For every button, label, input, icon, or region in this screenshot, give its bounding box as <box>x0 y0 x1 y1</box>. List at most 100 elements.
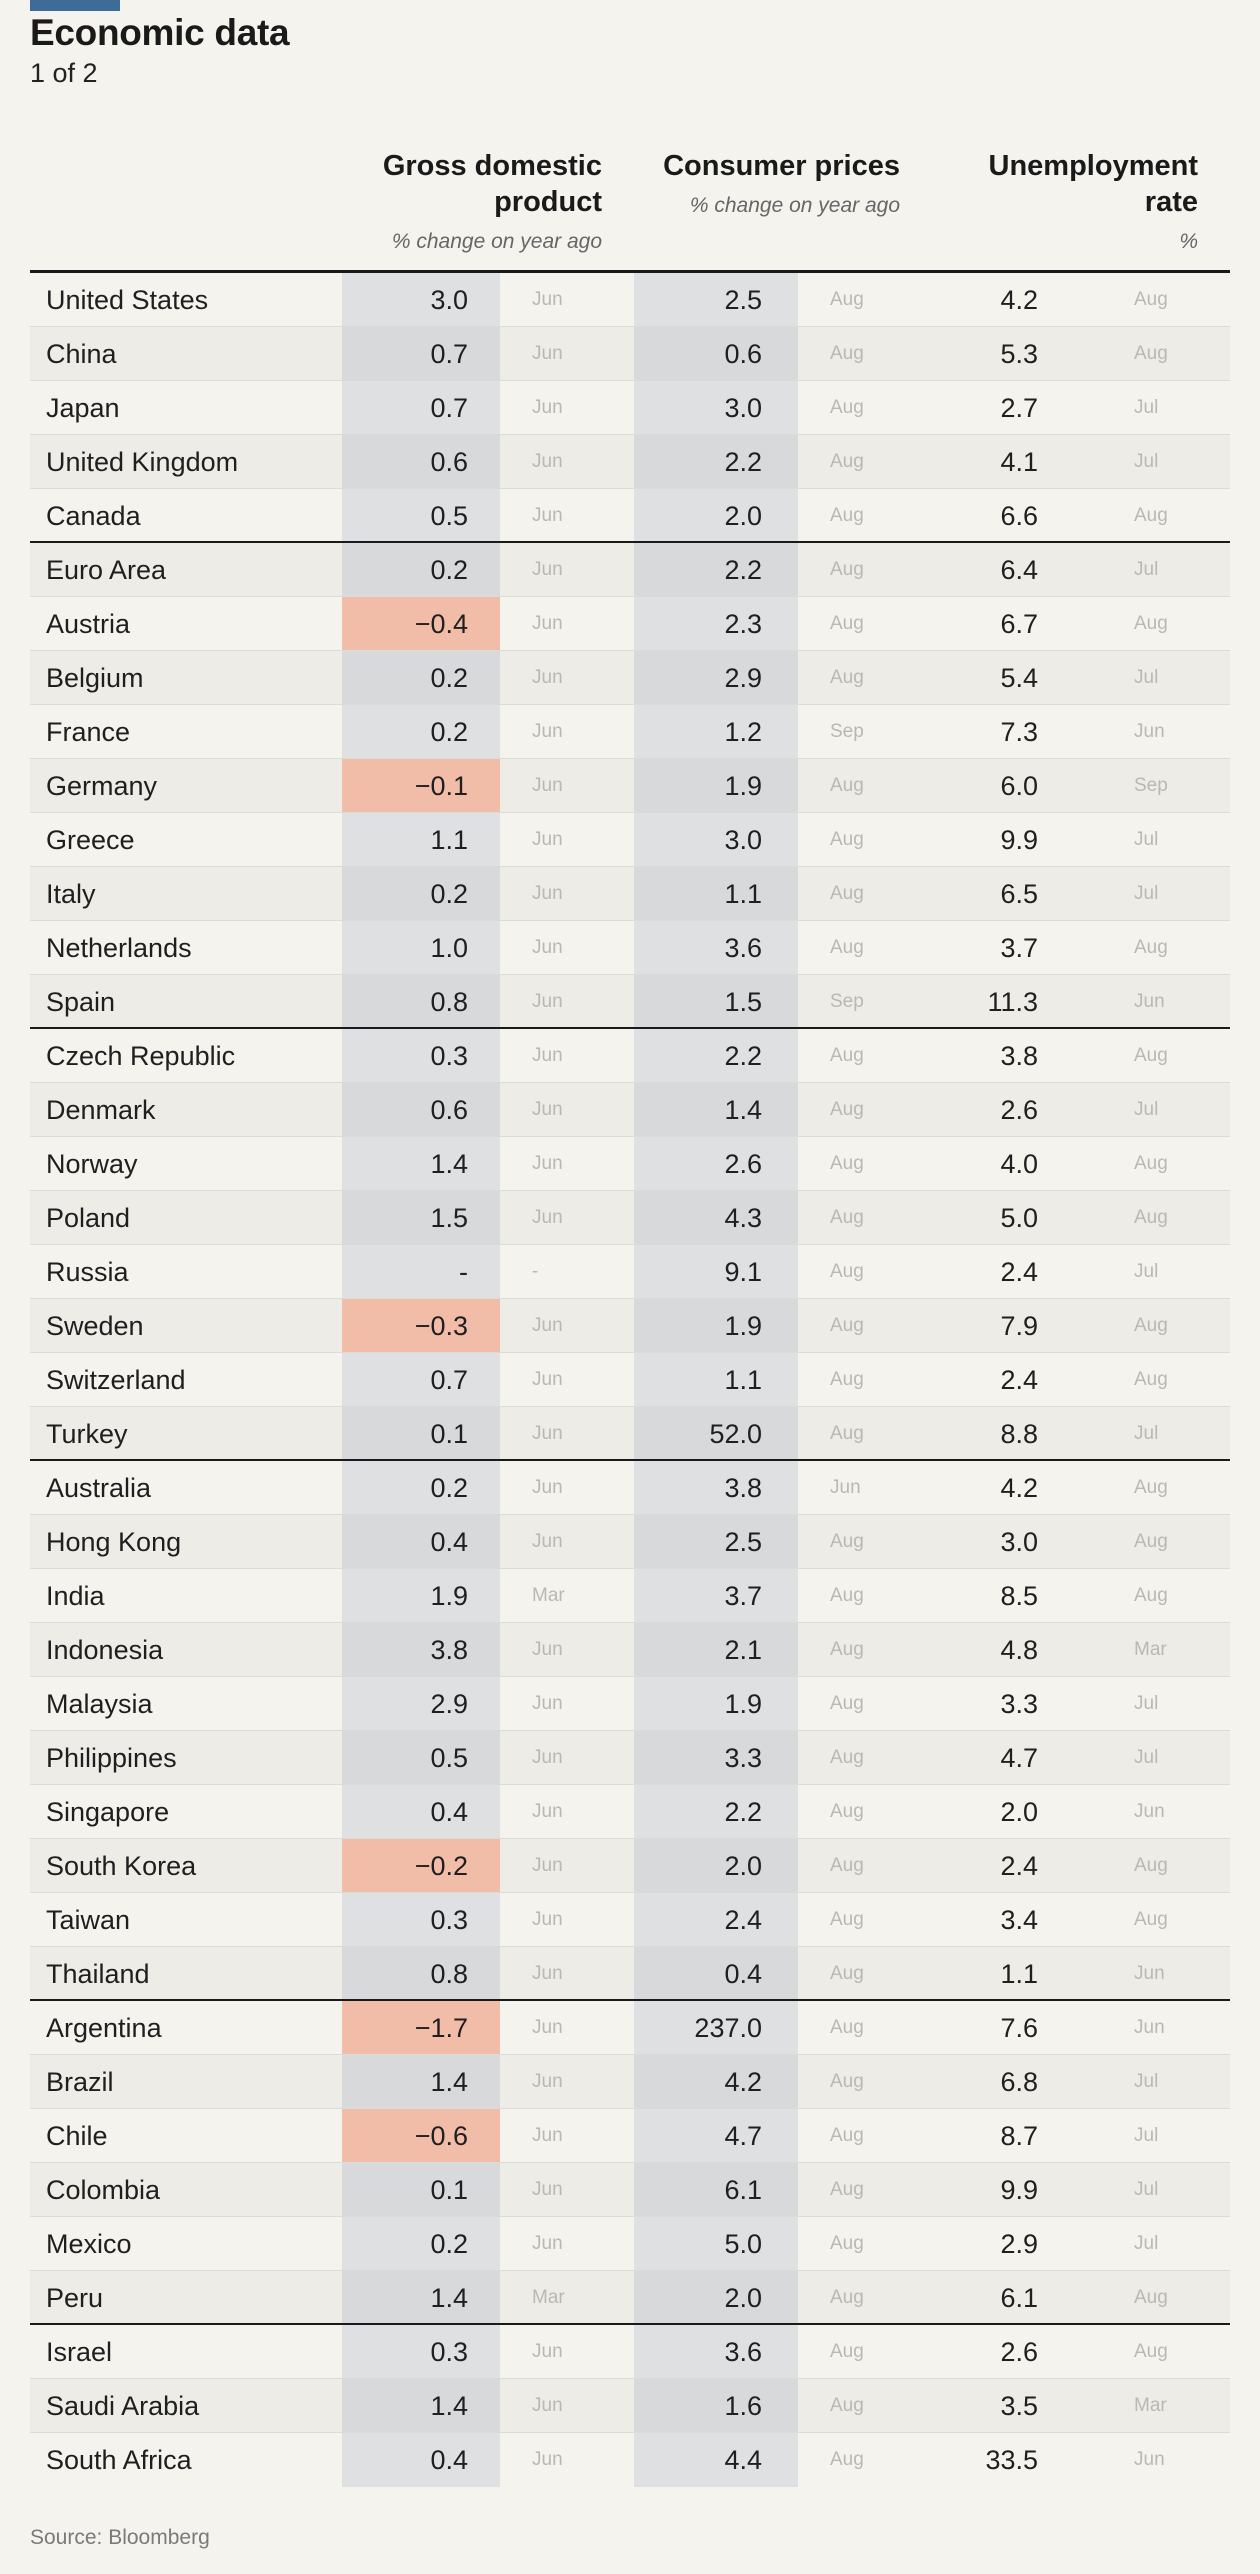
cpi-value-text: 1.1 <box>724 1365 762 1395</box>
unemployment-value-text: 2.6 <box>1000 2337 1038 2367</box>
country-name: Spain <box>46 987 116 1017</box>
table-row: Belgium 0.2 Jun 2.9 Aug 5.4 Jul <box>30 651 1230 705</box>
gdp-value-text: 0.4 <box>430 2445 468 2475</box>
country-name: Peru <box>46 2283 104 2313</box>
gdp-value-text: 1.4 <box>430 2391 468 2421</box>
cpi-value-text: 3.8 <box>724 1473 762 1503</box>
cpi-value: 2.3 <box>634 597 794 651</box>
unemployment-month: Jun <box>1134 2017 1165 2038</box>
unemployment-value: 3.8 <box>918 1029 1070 1083</box>
gdp-month: Jun <box>532 1477 563 1498</box>
unemployment-value: 1.1 <box>918 1947 1070 2001</box>
table-row: Euro Area 0.2 Jun 2.2 Aug 6.4 Jul <box>30 543 1230 597</box>
table-row: Thailand 0.8 Jun 0.4 Aug 1.1 Jun <box>30 1947 1230 2001</box>
gdp-month: Mar <box>532 1585 565 1606</box>
gdp-value: −1.7 <box>342 2001 500 2055</box>
unemployment-value-text: 7.3 <box>1000 717 1038 747</box>
cpi-value: 5.0 <box>634 2217 794 2271</box>
cpi-value: 3.7 <box>634 1569 794 1623</box>
unemployment-value: 6.4 <box>918 543 1070 597</box>
gdp-value-text: −0.4 <box>414 609 468 639</box>
unemployment-month: Jun <box>1134 991 1165 1012</box>
unemployment-month: Jul <box>1134 2179 1159 2200</box>
cpi-month: Aug <box>830 829 864 850</box>
cpi-value: 9.1 <box>634 1245 794 1299</box>
unemployment-value-text: 6.6 <box>1000 501 1038 531</box>
cpi-value-text: 4.3 <box>724 1203 762 1233</box>
gdp-month: Jun <box>532 2449 563 2470</box>
cpi-month: Aug <box>830 1909 864 1930</box>
table-row: Philippines 0.5 Jun 3.3 Aug 4.7 Jul <box>30 1731 1230 1785</box>
cpi-value: 1.5 <box>634 975 794 1029</box>
gdp-month: Jun <box>532 667 563 688</box>
table-row: Russia - - 9.1 Aug 2.4 Jul <box>30 1245 1230 1299</box>
table-row: Mexico 0.2 Jun 5.0 Aug 2.9 Jul <box>30 2217 1230 2271</box>
unemployment-month: Aug <box>1134 937 1168 958</box>
gdp-value: 0.7 <box>342 1353 500 1407</box>
unemployment-month: Aug <box>1134 1531 1168 1552</box>
gdp-month: Jun <box>532 1099 563 1120</box>
unemployment-month: Jul <box>1134 2071 1159 2092</box>
unemployment-value-text: 3.8 <box>1000 1041 1038 1071</box>
unemployment-value-text: 3.5 <box>1000 2391 1038 2421</box>
country-name: Germany <box>46 771 158 801</box>
unemployment-value: 6.7 <box>918 597 1070 651</box>
gdp-value-text: 0.2 <box>430 717 468 747</box>
table-row: Austria −0.4 Jun 2.3 Aug 6.7 Aug <box>30 597 1230 651</box>
cpi-value-text: 1.1 <box>724 879 762 909</box>
cpi-month: Aug <box>830 1801 864 1822</box>
country-name: Hong Kong <box>46 1527 182 1557</box>
gdp-value: 0.4 <box>342 1785 500 1839</box>
cpi-month: Aug <box>830 2395 864 2416</box>
cpi-value: 2.2 <box>634 1785 794 1839</box>
cpi-month: Aug <box>830 1315 864 1336</box>
gdp-value-text: 0.7 <box>430 339 468 369</box>
cpi-month: Aug <box>830 1639 864 1660</box>
cpi-month: Aug <box>830 1099 864 1120</box>
gdp-month: Jun <box>532 1153 563 1174</box>
gdp-month: Jun <box>532 1369 563 1390</box>
unemployment-value-text: 6.1 <box>1000 2283 1038 2313</box>
unemployment-value: 4.2 <box>918 1461 1070 1515</box>
cpi-value: 3.6 <box>634 921 794 975</box>
gdp-value-text: 3.8 <box>430 1635 468 1665</box>
cpi-value-text: 2.0 <box>724 1851 762 1881</box>
unemployment-month: Jul <box>1134 1099 1159 1120</box>
gdp-value-text: −0.2 <box>414 1851 468 1881</box>
source-note: Source: Bloomberg <box>30 2526 210 2549</box>
cpi-month: Aug <box>830 937 864 958</box>
gdp-value-text: 1.4 <box>430 1149 468 1179</box>
cpi-value-text: 4.7 <box>724 2121 762 2151</box>
cpi-value-text: 0.4 <box>724 1959 762 1989</box>
cpi-value-text: 2.4 <box>724 1905 762 1935</box>
gdp-month: Jun <box>532 343 563 364</box>
unemployment-value-text: 9.9 <box>1000 825 1038 855</box>
cpi-value: 2.5 <box>634 273 794 327</box>
gdp-value-text: 0.5 <box>430 501 468 531</box>
country-name: Sweden <box>46 1311 144 1341</box>
table-row: Czech Republic 0.3 Jun 2.2 Aug 3.8 Aug <box>30 1029 1230 1083</box>
country-name: Saudi Arabia <box>46 2391 200 2421</box>
cpi-value: 1.9 <box>634 759 794 813</box>
country-name: Turkey <box>46 1419 128 1449</box>
country-name: Czech Republic <box>46 1041 236 1071</box>
unemployment-value: 3.4 <box>918 1893 1070 1947</box>
gdp-value: 0.4 <box>342 2433 500 2487</box>
gdp-value-text: −0.6 <box>414 2121 468 2151</box>
gdp-month: Jun <box>532 883 563 904</box>
unemployment-value-text: 4.8 <box>1000 1635 1038 1665</box>
unemployment-value-text: 2.4 <box>1000 1851 1038 1881</box>
table-row: Germany −0.1 Jun 1.9 Aug 6.0 Sep <box>30 759 1230 813</box>
unemployment-value-text: 4.1 <box>1000 447 1038 477</box>
cpi-value-text: 2.2 <box>724 1797 762 1827</box>
negative-gdp-highlight <box>342 759 500 812</box>
economic-data-table: United States 3.0 Jun 2.5 Aug 4.2 Aug China 0.7 J… <box>30 273 1230 2487</box>
cpi-value: 3.0 <box>634 381 794 435</box>
unemployment-month: Jul <box>1134 2233 1159 2254</box>
gdp-month: Jun <box>532 613 563 634</box>
country-name: United Kingdom <box>46 447 239 477</box>
unemployment-value-text: 1.1 <box>1000 1959 1038 1989</box>
cpi-value: 4.7 <box>634 2109 794 2163</box>
cpi-value-text: 3.0 <box>724 825 762 855</box>
gdp-value: 0.8 <box>342 975 500 1029</box>
